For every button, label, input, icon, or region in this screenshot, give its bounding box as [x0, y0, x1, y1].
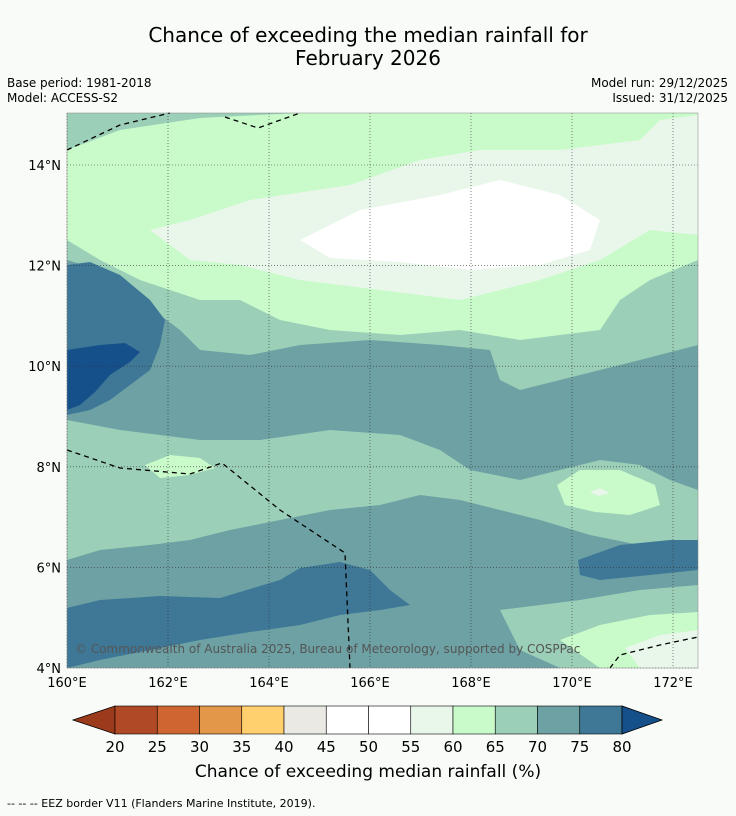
- map-fill: [67, 113, 698, 668]
- latitude-labels: 14°N 12°N 10°N 8°N 6°N 4°N: [28, 159, 61, 677]
- band-60-se: [625, 630, 698, 668]
- eez-border-nw: [66, 112, 171, 151]
- colorbar-tick-label: 40: [274, 738, 293, 756]
- colorbar-tick-label: 35: [232, 738, 251, 756]
- issued-date: Issued: 31/12/2025: [612, 91, 728, 105]
- colorbar-tick-label: 20: [105, 738, 124, 756]
- eez-border-n: [224, 112, 301, 129]
- chart-title-line2: February 2026: [295, 46, 441, 70]
- map-frame: [66, 112, 699, 669]
- lon-label: 162°E: [148, 676, 188, 691]
- colorbar-segment: [452, 705, 496, 735]
- lat-label: 6°N: [37, 561, 62, 576]
- colorbar-segment: [325, 705, 369, 735]
- band-75-south: [67, 562, 410, 668]
- lat-label: 14°N: [28, 159, 61, 174]
- colorbar-extend-low: [71, 705, 116, 735]
- colorbar-segment: [494, 705, 538, 735]
- metadata-left: Base period: 1981-2018 Model: ACCESS-S2: [7, 76, 152, 106]
- colorbar-segment: [283, 705, 327, 735]
- colorbar-tick-label: 45: [317, 738, 336, 756]
- eez-legend-note: -- -- -- EEZ border V11 (Flanders Marine…: [7, 797, 316, 810]
- copyright-text: © Commonwealth of Australia 2025, Bureau…: [75, 642, 580, 656]
- colorbar-tick-label: 65: [486, 738, 505, 756]
- colorbar-segment: [114, 705, 158, 735]
- colorbar-tick-label: 30: [190, 738, 209, 756]
- metadata-right: Model run: 29/12/2025 Issued: 31/12/2025: [591, 76, 728, 106]
- eez-border-central: [66, 449, 351, 669]
- lat-label: 12°N: [28, 260, 61, 275]
- lat-label: 4°N: [37, 662, 62, 677]
- lon-label: 160°E: [47, 676, 87, 691]
- lon-label: 164°E: [249, 676, 289, 691]
- colorbar-segment: [156, 705, 200, 735]
- eez-borders: [66, 112, 699, 669]
- model-run: Model run: 29/12/2025: [590, 76, 728, 90]
- chart-title-line1: Chance of exceeding the median rainfall …: [148, 23, 588, 47]
- lon-label: 170°E: [552, 676, 592, 691]
- lon-label: 168°E: [451, 676, 491, 691]
- colorbar-tick-label: 80: [612, 738, 631, 756]
- colorbar-segment: [368, 705, 412, 735]
- lon-label: 166°E: [350, 676, 390, 691]
- colorbar-segment: [199, 705, 243, 735]
- longitude-labels: 160°E 162°E 164°E 166°E 168°E 170°E 172°E: [47, 676, 693, 691]
- colorbar: 20 25 30 35 40 45 50 55 60 65 70 75 80: [71, 705, 664, 756]
- lon-label: 172°E: [653, 676, 693, 691]
- colorbar-tick-label: 55: [401, 738, 420, 756]
- colorbar-segment: [410, 705, 454, 735]
- lat-label: 8°N: [37, 461, 62, 476]
- eez-border-se: [609, 636, 699, 669]
- colorbar-segment: [537, 705, 581, 735]
- base-period: Base period: 1981-2018: [7, 76, 152, 90]
- colorbar-segment: [579, 705, 623, 735]
- band-75-east: [578, 540, 698, 580]
- band-70b: [67, 420, 698, 560]
- colorbar-tick-label: 50: [359, 738, 378, 756]
- colorbar-tick-label: 25: [148, 738, 167, 756]
- colorbar-label: Chance of exceeding median rainfall (%): [194, 762, 542, 782]
- colorbar-extend-high: [621, 705, 664, 735]
- colorbar-tick-label: 75: [570, 738, 589, 756]
- model-name: Model: ACCESS-S2: [7, 91, 119, 105]
- pocket-65-west: [145, 455, 215, 478]
- colorbar-segment: [241, 705, 285, 735]
- colorbar-tick-label: 60: [443, 738, 462, 756]
- band-80-west: [67, 343, 140, 410]
- pocket-60-east: [590, 488, 610, 496]
- band-55: [300, 180, 600, 270]
- lat-label: 10°N: [28, 360, 61, 375]
- colorbar-tick-label: 70: [528, 738, 547, 756]
